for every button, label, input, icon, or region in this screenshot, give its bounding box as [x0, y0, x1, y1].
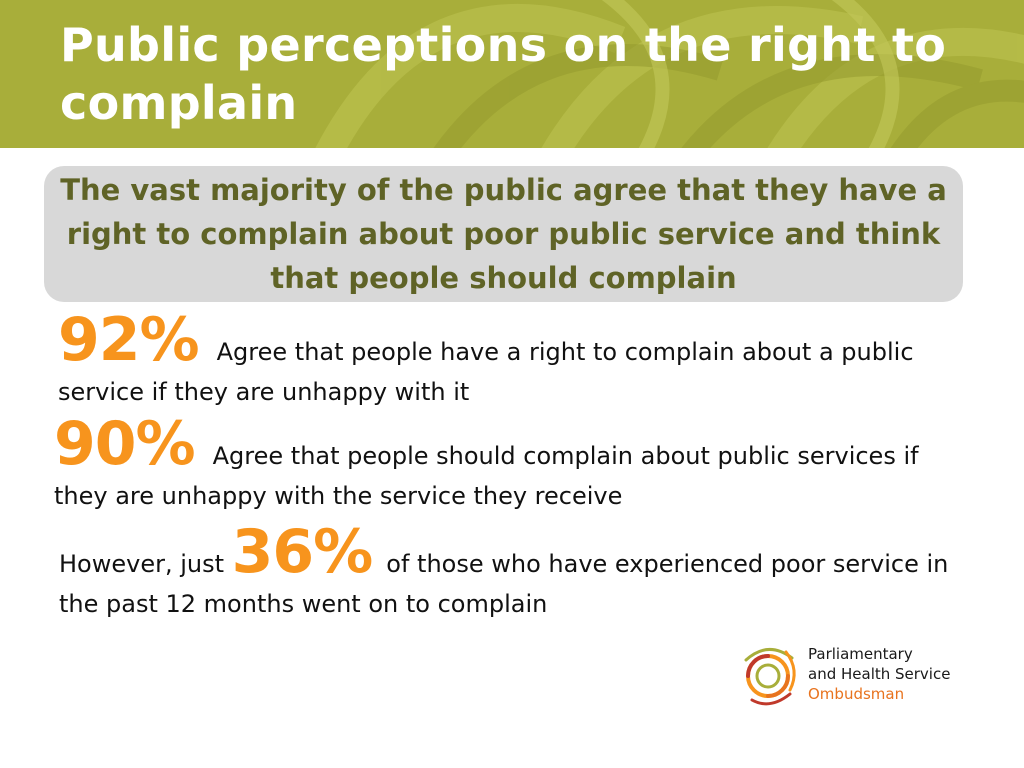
page-title: Public perceptions on the right to compl… [60, 18, 947, 130]
logo-line-1: Parliamentary [808, 645, 913, 663]
stat-text: Agree that people should complain about … [54, 442, 919, 510]
stat-36: However, just 36% of those who have exper… [59, 522, 959, 624]
stat-92: 92% Agree that people have a right to com… [58, 310, 958, 412]
header-swirl-decoration [0, 0, 1024, 148]
stat-90: 90% Agree that people should complain abo… [54, 414, 954, 516]
logo-wordmark: Parliamentary and Health Service Ombudsm… [808, 644, 950, 704]
slide-header: Public perceptions on the right to compl… [0, 0, 1024, 148]
stat-text-before: However, just [59, 550, 225, 578]
stat-text: Agree that people have a right to compla… [58, 338, 914, 406]
ombudsman-logo-icon [744, 648, 796, 706]
logo-line-2: and Health Service [808, 665, 951, 683]
logo-line-3: Ombudsman [808, 685, 905, 703]
summary-box: The vast majority of the public agree th… [44, 166, 963, 302]
stat-percent: 36% [231, 517, 374, 587]
summary-text: The vast majority of the public agree th… [60, 173, 947, 295]
stat-percent: 90% [54, 409, 196, 479]
phso-logo: Parliamentary and Health Service Ombudsm… [738, 640, 978, 710]
stat-percent: 92% [58, 305, 200, 375]
stat-text: of those who have experienced poor servi… [59, 550, 949, 618]
